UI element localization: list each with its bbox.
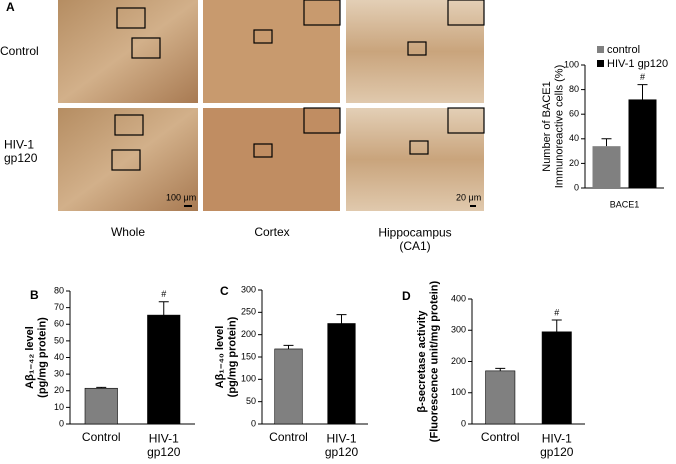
- scale-bar-label: 100 μm: [166, 192, 196, 202]
- column-label: Cortex: [254, 225, 289, 239]
- y-tick-label: 0: [574, 182, 579, 192]
- legend-swatch: [597, 46, 604, 53]
- y-tick-label: 250: [241, 307, 256, 317]
- error-bar: [336, 314, 347, 324]
- x-tick-label: Control: [82, 430, 121, 444]
- y-tick-label: 0: [59, 418, 64, 428]
- x-tick-label: HIV-1 gp120: [540, 432, 574, 460]
- y-tick-label: 20: [569, 158, 579, 168]
- y-tick-label: 150: [241, 351, 256, 361]
- y-tick-label: 0: [461, 418, 466, 428]
- x-tick-label: BACE1: [610, 199, 640, 209]
- x-tick-label: Control: [481, 430, 520, 444]
- bar: [541, 331, 572, 425]
- error-bar: [158, 301, 169, 316]
- y-tick-label: 400: [451, 293, 466, 303]
- bar: [274, 348, 303, 425]
- significance-mark: #: [554, 307, 559, 317]
- y-tick-label: 10: [54, 402, 64, 412]
- significance-mark: #: [640, 72, 645, 82]
- y-tick-label: 100: [241, 374, 256, 384]
- row-label: Control: [0, 44, 39, 58]
- y-axis-label: β-secretase activity(Fluorescence unit/m…: [416, 280, 441, 442]
- error-bar: [96, 386, 107, 389]
- y-tick-label: 80: [54, 285, 64, 295]
- panel-letter: D: [402, 289, 411, 303]
- legend-swatch: [597, 60, 604, 67]
- bar: [84, 387, 118, 425]
- y-tick-label: 100: [564, 59, 579, 69]
- y-tick-label: 60: [569, 109, 579, 119]
- y-tick-label: 60: [54, 319, 64, 329]
- error-bar: [551, 319, 562, 332]
- y-tick-label: 20: [54, 385, 64, 395]
- column-label: Hippocampus (CA1): [378, 226, 451, 254]
- panel-letter: A: [6, 0, 15, 14]
- legend-label: control: [607, 44, 640, 56]
- y-tick-label: 50: [246, 396, 256, 406]
- y-tick-label: 0: [251, 418, 256, 428]
- x-tick-label: HIV-1 gp120: [147, 432, 181, 460]
- y-tick-label: 300: [241, 284, 256, 294]
- y-tick-label: 70: [54, 302, 64, 312]
- bar: [147, 314, 181, 425]
- y-tick-label: 100: [451, 387, 466, 397]
- error-bar: [283, 344, 294, 349]
- bar: [592, 146, 621, 188]
- y-tick-label: 200: [451, 356, 466, 366]
- y-tick-label: 40: [569, 133, 579, 143]
- panel-letter: B: [30, 288, 39, 302]
- y-axis-label: Number of BACE1Immunoreactive cells (%): [541, 65, 566, 188]
- significance-mark: #: [161, 289, 166, 299]
- x-tick-label: Control: [269, 430, 308, 444]
- y-tick-label: 30: [54, 369, 64, 379]
- y-tick-label: 40: [54, 352, 64, 362]
- bar: [327, 323, 356, 425]
- panel-letter: C: [220, 284, 229, 298]
- y-tick-label: 300: [451, 325, 466, 335]
- x-tick-label: HIV-1 gp120: [325, 432, 359, 460]
- error-bar: [495, 367, 506, 371]
- y-tick-label: 80: [569, 84, 579, 94]
- y-axis-label: Aβ₁₋₄₂ level(pg/mg protein): [24, 317, 49, 398]
- micrographs: [58, 0, 485, 211]
- bar: [628, 99, 657, 188]
- row-label: HIV-1 gp120: [4, 138, 38, 166]
- y-axis-label: Aβ₁₋₄₀ level(pg/mg protein): [214, 316, 239, 397]
- column-label: Whole: [111, 225, 145, 239]
- error-bar: [601, 138, 612, 147]
- error-bar: [637, 84, 648, 100]
- bar: [485, 370, 516, 425]
- legend-label: HIV-1 gp120: [607, 58, 668, 70]
- scale-bar-label: 20 μm: [456, 192, 481, 202]
- y-tick-label: 200: [241, 329, 256, 339]
- y-tick-label: 50: [54, 335, 64, 345]
